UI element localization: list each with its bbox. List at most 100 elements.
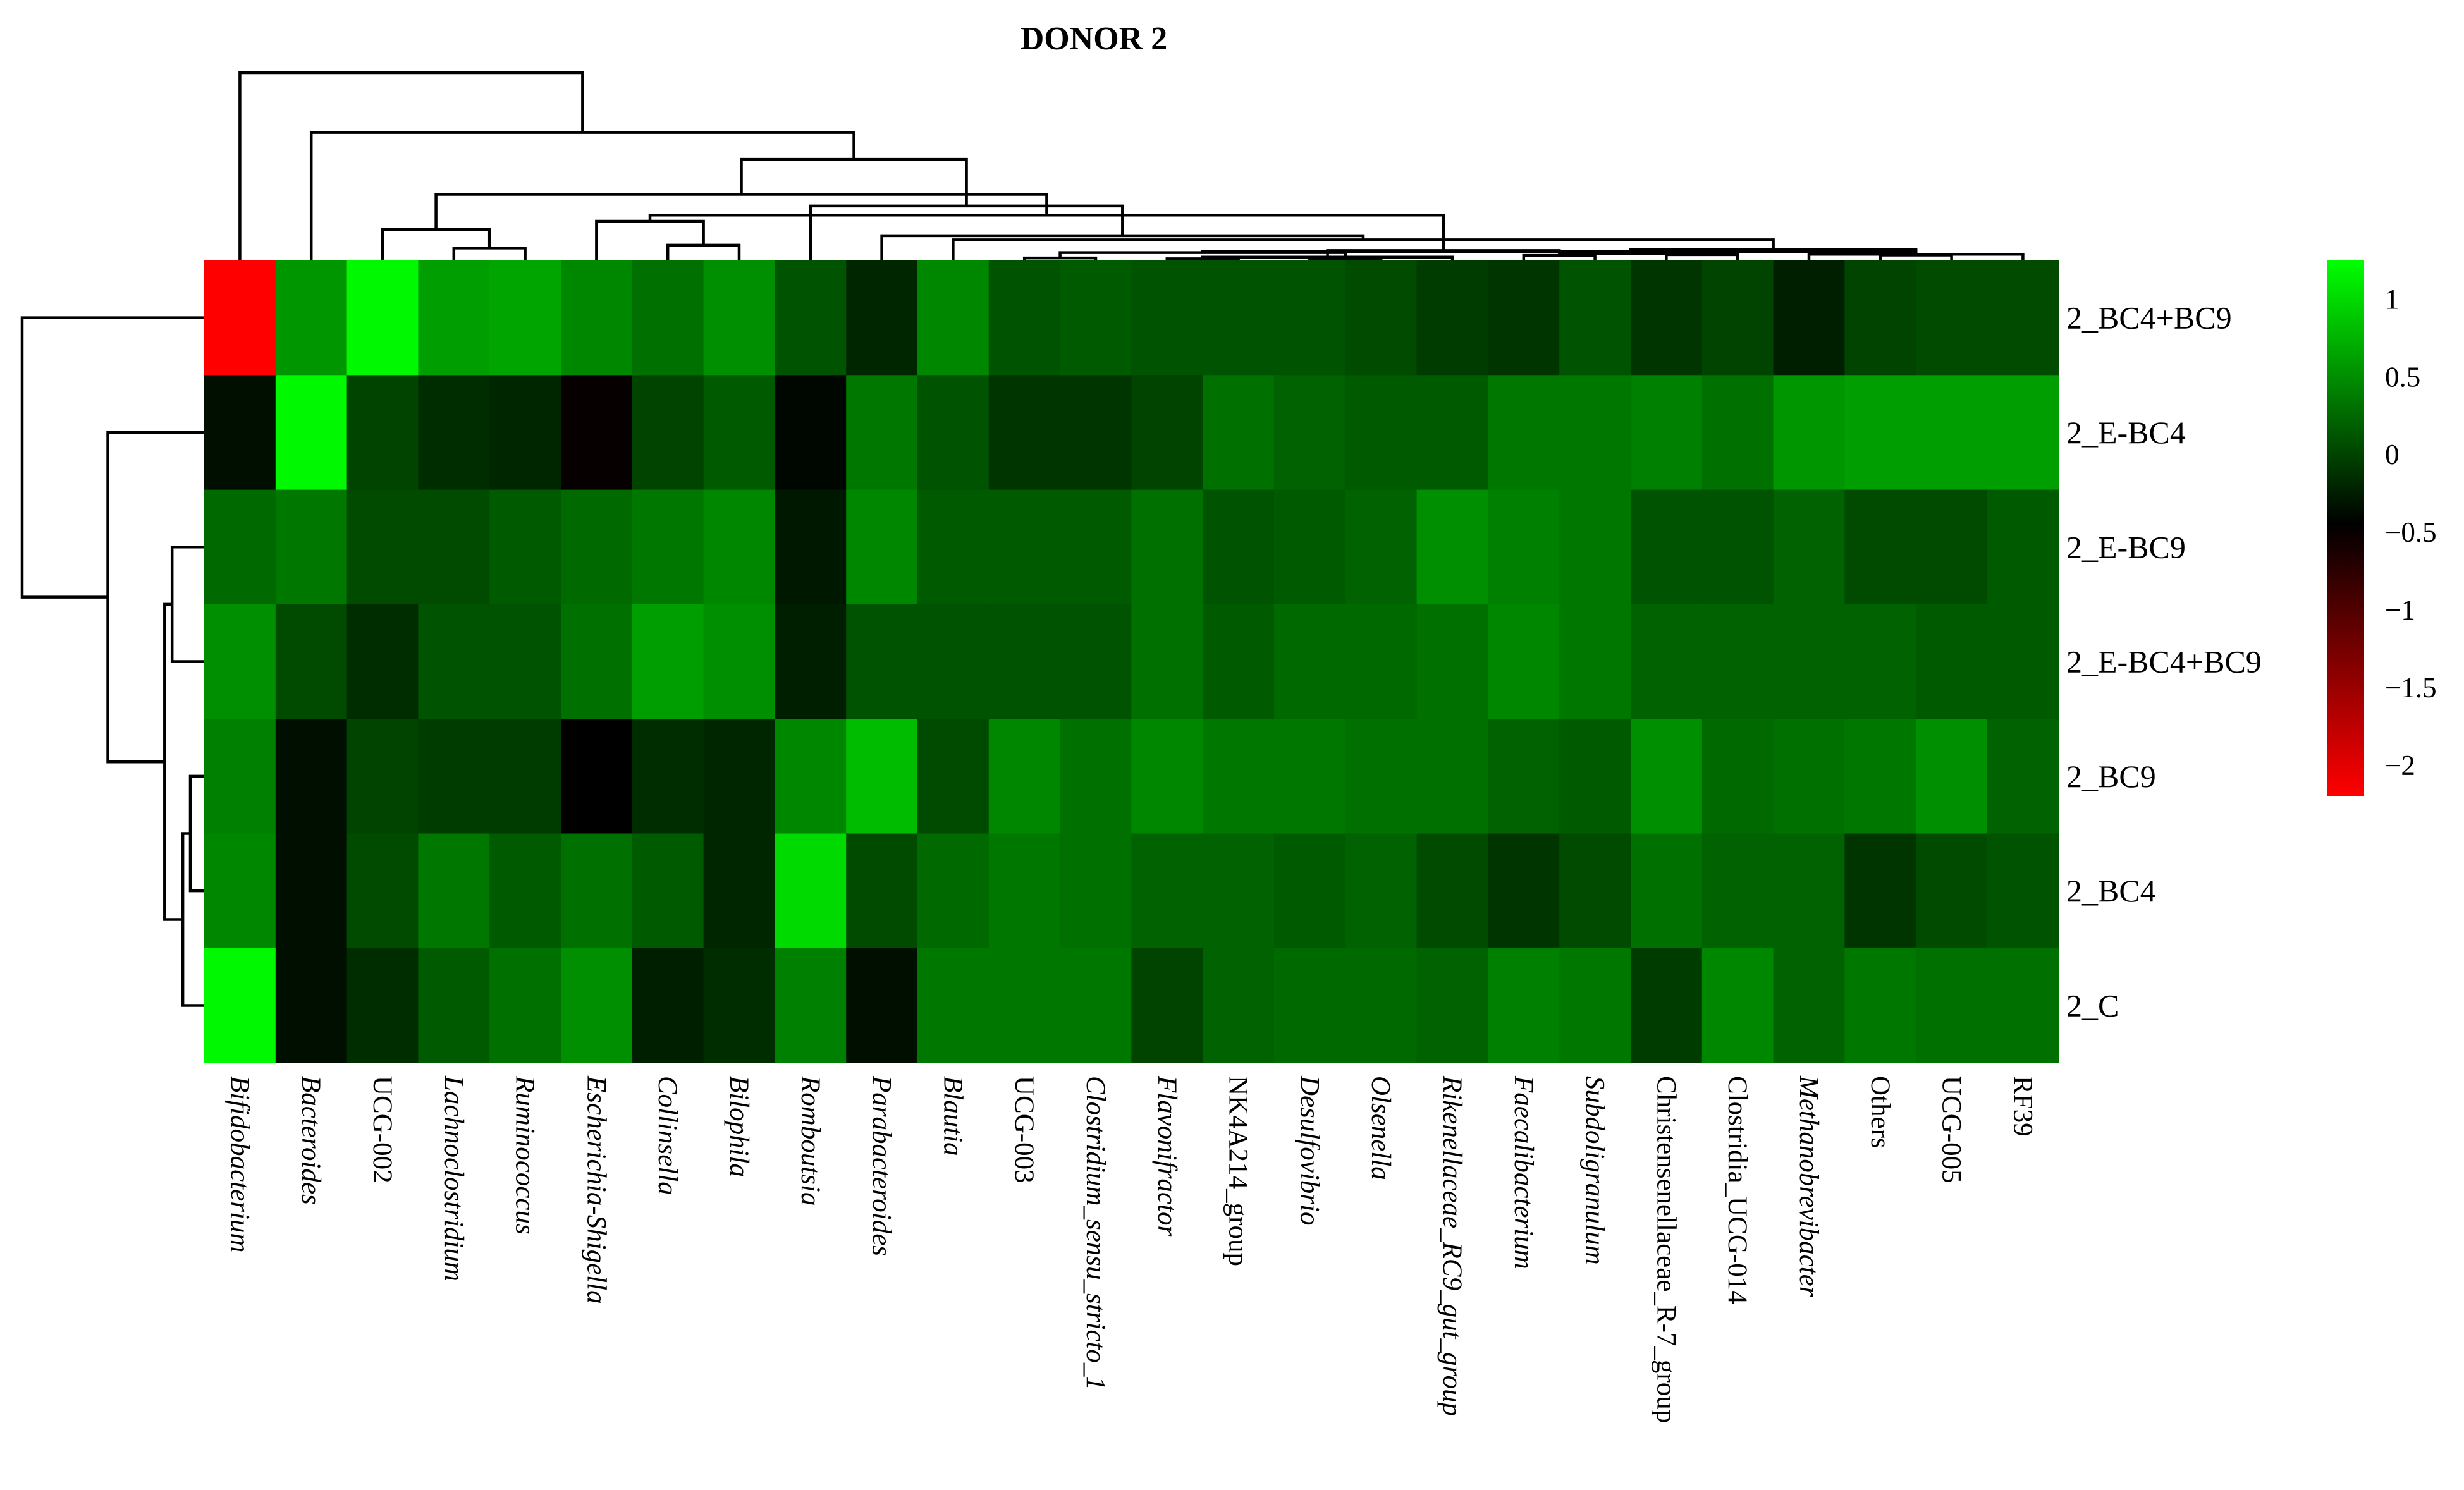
heatmap-cells [204, 260, 2059, 1063]
heatmap-cell [346, 604, 419, 719]
heatmap-cell [1631, 489, 1703, 605]
heatmap-cell [418, 375, 490, 491]
heatmap-cell [489, 489, 561, 605]
heatmap-cell [1631, 948, 1703, 1063]
heatmap-cell [275, 833, 348, 949]
heatmap-cell [1131, 833, 1203, 949]
column-label: Escherichia-Shigella [581, 1075, 611, 1304]
heatmap-cell [1060, 719, 1132, 834]
column-label: Parabacteroides [867, 1075, 897, 1256]
heatmap-cell [489, 833, 561, 949]
heatmap-cell [1345, 260, 1418, 376]
heatmap-cell [346, 719, 419, 834]
heatmap-cell [1987, 719, 2059, 834]
heatmap-cell [418, 604, 490, 719]
heatmap-cell [1773, 948, 1845, 1063]
legend-tick-label: −1 [2385, 594, 2415, 626]
heatmap-cell [846, 260, 918, 376]
heatmap-cell [1701, 833, 1774, 949]
heatmap-cell [1345, 719, 1418, 834]
heatmap-cell [1559, 719, 1631, 834]
heatmap-cell [632, 948, 704, 1063]
heatmap-cell [275, 260, 348, 376]
heatmap-cell [1060, 833, 1132, 949]
heatmap-cell [1060, 375, 1132, 491]
heatmap-cell [632, 604, 704, 719]
heatmap-cell [1416, 719, 1488, 834]
heatmap-cell [1060, 948, 1132, 1063]
heatmap-cell [775, 833, 847, 949]
column-dendrogram-branch [1665, 253, 1739, 260]
heatmap-cell [1131, 948, 1203, 1063]
heatmap-cell [346, 375, 419, 491]
heatmap-cell [561, 260, 633, 376]
heatmap-cell [1274, 260, 1346, 376]
heatmap-cell [775, 604, 847, 719]
heatmap-cell [1345, 948, 1418, 1063]
heatmap-cell [346, 489, 419, 605]
heatmap-cell [632, 260, 704, 376]
heatmap-cell [1916, 948, 1988, 1063]
heatmap-cell [1773, 719, 1845, 834]
heatmap-cell [561, 375, 633, 491]
column-label: Clostridium_sensu_stricto_1 [1081, 1076, 1110, 1390]
heatmap-cell [1987, 375, 2059, 491]
row-label: 2_BC9 [2066, 759, 2156, 794]
heatmap-cell [1345, 489, 1418, 605]
heatmap-cell [1274, 604, 1346, 719]
row-labels: 2_BC4+BC9 2_E-BC4 2_E-BC9 2_E-BC4+BC9 2_BC9 2… [2066, 300, 2262, 1023]
heatmap-cell [1987, 833, 2059, 949]
heatmap-cell [1987, 489, 2059, 605]
heatmap-cell [1701, 948, 1774, 1063]
heatmap-cell [561, 604, 633, 719]
heatmap-cell [917, 948, 990, 1063]
heatmap-cell [1203, 489, 1275, 605]
heatmap-cell [1916, 375, 1988, 491]
heatmap-cell [275, 948, 348, 1063]
heatmap-cell [1701, 375, 1774, 491]
heatmap-cell [703, 375, 775, 491]
heatmap-cell [418, 260, 490, 376]
heatmap-cell [703, 833, 775, 949]
column-label: Olsenella [1366, 1076, 1395, 1180]
heatmap-cell [846, 833, 918, 949]
heatmap-cell [1416, 489, 1488, 605]
row-label: 2_BC4+BC9 [2066, 300, 2232, 336]
heatmap-cell [917, 375, 990, 491]
legend-tick-label: 0.5 [2385, 361, 2420, 393]
heatmap-cell [561, 719, 633, 834]
heatmap-cell [775, 260, 847, 376]
column-dendrogram-branch [666, 243, 741, 260]
heatmap-cell [917, 489, 990, 605]
heatmap-cell [632, 489, 704, 605]
heatmap-cell [846, 489, 918, 605]
column-label: Subdoligranulum [1580, 1076, 1610, 1265]
heatmap-cell [418, 948, 490, 1063]
heatmap-cell [204, 948, 276, 1063]
heatmap-cell [204, 719, 276, 834]
heatmap-cell [1987, 604, 2059, 719]
heatmap-cell [703, 489, 775, 605]
heatmap-cell [1559, 375, 1631, 491]
heatmap-cell [1203, 948, 1275, 1063]
heatmap-cell [1844, 833, 1916, 949]
legend-tick-label: 0 [2385, 439, 2400, 470]
column-dendrogram-branch [1879, 253, 1953, 260]
heatmap-cell [1916, 604, 1988, 719]
heatmap-cell [1844, 604, 1916, 719]
heatmap-cell [1416, 948, 1488, 1063]
heatmap-cell [1416, 833, 1488, 949]
column-dendrogram-branch [740, 157, 968, 206]
column-label: Lachnoclostridium [439, 1075, 469, 1281]
heatmap-cell [1559, 604, 1631, 719]
heatmap-cell [275, 375, 348, 491]
column-dendrogram-branch [434, 193, 1048, 230]
heatmap-cell [632, 833, 704, 949]
heatmap-cell [1559, 833, 1631, 949]
heatmap-cell [1345, 375, 1418, 491]
heatmap-cell [1060, 489, 1132, 605]
column-labels: Bifidobacterium Bacteroides UCG-002 Lachnoc… [224, 1075, 2037, 1423]
column-dendrogram-branch [1807, 252, 2025, 260]
heatmap-cell [1274, 375, 1346, 491]
